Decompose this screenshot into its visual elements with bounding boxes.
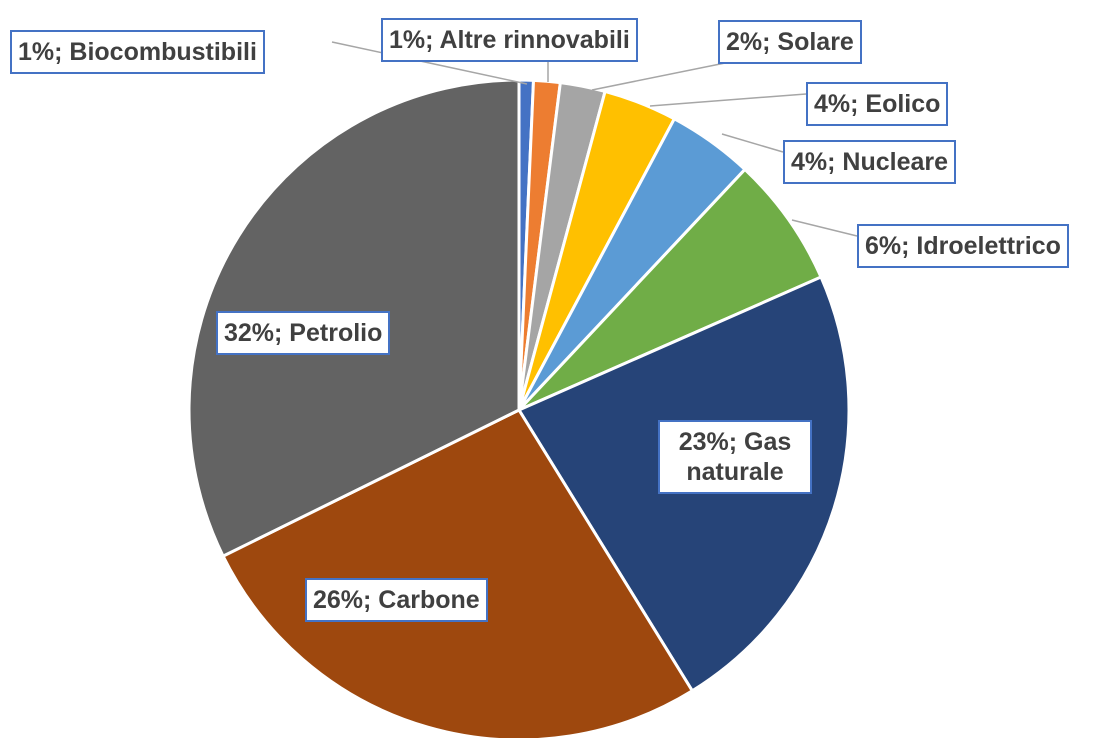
data-label: 6%; Idroelettrico bbox=[857, 224, 1069, 268]
data-label: 1%; Altre rinnovabili bbox=[381, 18, 638, 62]
leader-line bbox=[331, 41, 528, 85]
data-label: 32%; Petrolio bbox=[216, 311, 391, 355]
data-label: 4%; Nucleare bbox=[783, 140, 957, 184]
leader-line bbox=[591, 61, 731, 91]
leader-line bbox=[791, 219, 858, 237]
leader-line bbox=[721, 133, 784, 153]
data-label: 23%; Gas naturale bbox=[658, 420, 812, 494]
data-label: 2%; Solare bbox=[718, 20, 862, 64]
pie-slice bbox=[517, 167, 824, 412]
pie-slice bbox=[221, 408, 695, 738]
data-label: 1%; Biocombustibili bbox=[10, 30, 265, 74]
data-label: 26%; Carbone bbox=[305, 578, 488, 622]
leader-line bbox=[649, 93, 807, 107]
data-label: 4%; Eolico bbox=[806, 82, 949, 126]
